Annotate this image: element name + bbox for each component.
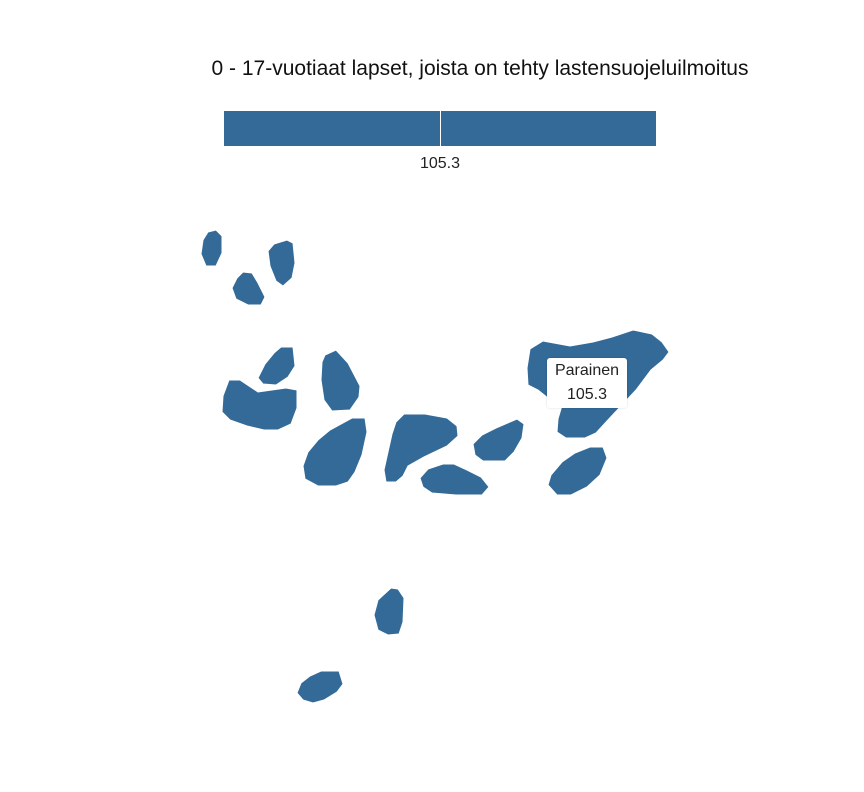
island-shape[interactable] <box>231 271 266 306</box>
color-legend: 105.3 <box>224 111 656 172</box>
municipality-parainen[interactable] <box>200 229 670 704</box>
island-shape[interactable] <box>302 417 368 487</box>
tooltip-region-value: 105.3 <box>566 386 608 403</box>
island-shape[interactable] <box>373 587 405 636</box>
island-shape[interactable] <box>320 349 361 412</box>
island-shape[interactable] <box>419 463 490 496</box>
island-shape[interactable] <box>547 446 608 496</box>
island-shape[interactable] <box>472 418 525 462</box>
legend-value-label: 105.3 <box>419 155 461 172</box>
island-shape[interactable] <box>383 413 459 483</box>
tooltip-region-name: Parainen <box>554 362 620 379</box>
region-tooltip: Parainen 105.3 <box>547 358 627 408</box>
island-shape[interactable] <box>267 239 296 287</box>
chart-title: 0 - 17-vuotiaat lapset, joista on tehty … <box>211 57 749 80</box>
island-shape[interactable] <box>200 229 223 267</box>
island-shape[interactable] <box>257 346 296 386</box>
legend-tick <box>440 111 441 146</box>
island-shape[interactable] <box>296 670 344 704</box>
island-shape[interactable] <box>221 379 298 431</box>
